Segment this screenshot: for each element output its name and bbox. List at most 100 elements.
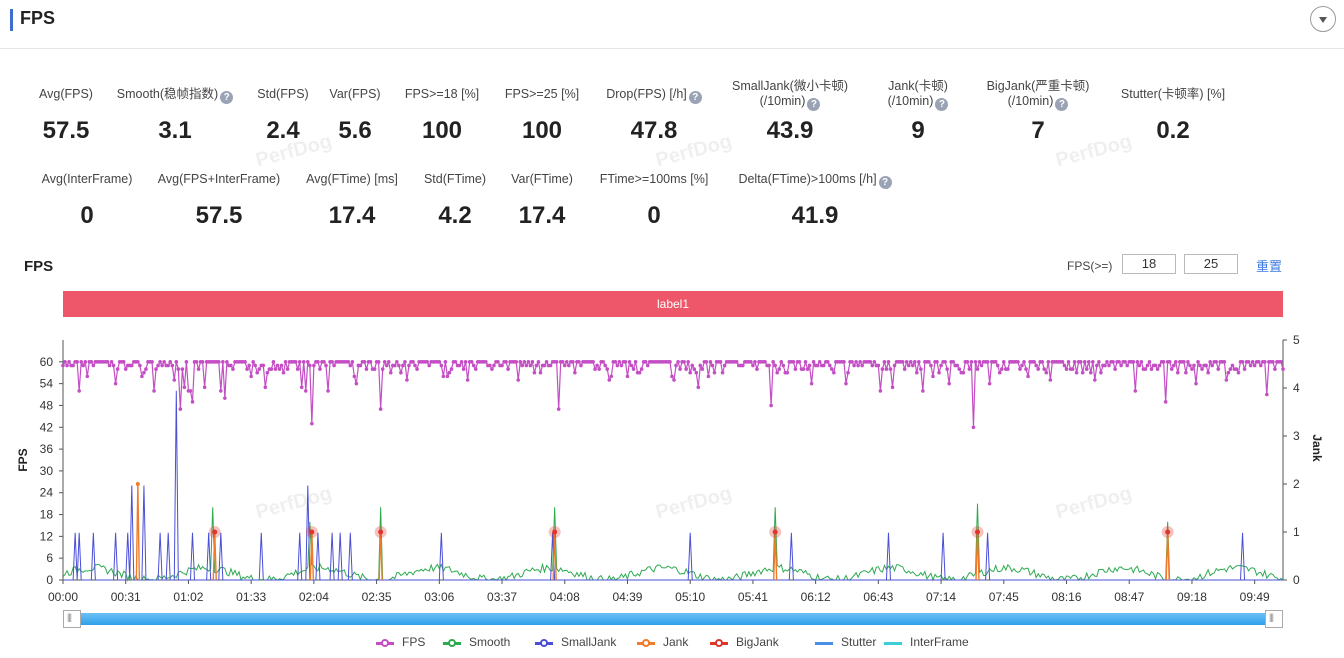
fps-point	[1097, 360, 1101, 364]
fps-point	[188, 389, 193, 393]
fps-point	[860, 363, 864, 368]
fps-point	[293, 360, 298, 364]
reset-link[interactable]: 重置	[1256, 259, 1283, 274]
fps-point	[643, 360, 648, 364]
help-icon[interactable]: ?	[878, 176, 892, 189]
fps-point	[965, 360, 970, 364]
fps-point	[350, 360, 355, 364]
stat-stats_row2-1: Avg(FPS+InterFrame) 57.5	[139, 172, 299, 232]
fps-point	[1281, 367, 1285, 371]
fps-point	[229, 363, 233, 368]
fps-point	[534, 363, 539, 368]
fps-point	[484, 360, 488, 364]
x-tick-label: 02:35	[362, 590, 392, 604]
fps-point	[532, 370, 537, 375]
fps-point	[441, 374, 446, 379]
fps-point	[109, 360, 114, 364]
fps-point	[263, 385, 268, 390]
fps-point	[318, 367, 322, 371]
fps-point	[821, 363, 826, 368]
fps-point	[975, 367, 980, 371]
fps-point	[678, 367, 682, 371]
y-tick-label: 18	[40, 508, 54, 522]
x-tick-label: 09:18	[1177, 590, 1207, 604]
fps-point	[1210, 363, 1214, 368]
x-tick-label: 05:10	[675, 590, 705, 604]
legend-label: Jank	[663, 635, 689, 649]
fps-point	[1258, 363, 1263, 368]
fps-point	[769, 403, 773, 408]
fps-point	[627, 360, 632, 364]
fps-point	[255, 370, 260, 375]
bigjank-point	[1165, 529, 1171, 535]
bigjank-point	[378, 529, 384, 535]
stat-stats_row1-7: SmallJank(微小卡顿) (/10min)? 43.9	[710, 79, 870, 147]
slider-left-handle[interactable]	[63, 610, 81, 628]
fps-point	[200, 360, 205, 364]
fps-threshold-low-input[interactable]	[1122, 254, 1176, 274]
fps-point	[142, 370, 146, 375]
stat-value: 3.1	[158, 117, 192, 144]
fps-point	[299, 385, 304, 390]
fps-point	[637, 370, 642, 375]
slider-track[interactable]	[63, 613, 1283, 625]
label-bar[interactable]: label1	[63, 291, 1283, 317]
fps-point	[985, 360, 990, 364]
fps-point	[902, 367, 907, 371]
fps-point	[352, 374, 357, 379]
fps-point	[413, 363, 417, 368]
fps-point	[1204, 363, 1208, 368]
fps-point	[166, 363, 171, 368]
stat-label: Avg(InterFrame)	[7, 172, 167, 187]
fps-point	[1182, 360, 1186, 364]
fps-point	[251, 360, 255, 364]
fps-point	[987, 381, 992, 386]
help-icon[interactable]: ?	[1055, 98, 1069, 111]
fps-point	[516, 378, 521, 382]
stat-label: Std(FTime)	[375, 172, 535, 187]
fps-point	[900, 360, 905, 364]
fps-point	[384, 363, 389, 368]
fps-point	[445, 374, 450, 379]
stat-label-text: Stutter(卡顿率) [%]	[1120, 87, 1226, 101]
fps-point	[273, 367, 278, 371]
fps-point	[577, 360, 581, 364]
slider-right-handle[interactable]	[1265, 610, 1283, 628]
fps-point	[564, 360, 569, 364]
help-icon[interactable]: ?	[935, 98, 949, 111]
stat-label: SmallJank(微小卡顿) (/10min)?	[710, 79, 870, 111]
fps-point	[536, 360, 541, 364]
fps-point	[388, 370, 393, 375]
fps-point	[1016, 360, 1020, 364]
stat-label-text: FPS>=18 [%]	[404, 87, 480, 101]
help-icon[interactable]: ?	[220, 91, 234, 104]
help-icon[interactable]: ?	[807, 98, 821, 111]
x-tick-label: 07:45	[989, 590, 1019, 604]
stat-stats_row1-8: Jank(卡顿) (/10min)? 9	[838, 79, 998, 147]
fps-point	[437, 360, 442, 364]
fps-point	[615, 363, 620, 368]
fps-point	[196, 367, 201, 371]
legend-swatch	[815, 642, 833, 645]
help-icon[interactable]: ?	[688, 91, 702, 104]
time-range-slider[interactable]	[63, 610, 1283, 628]
fps-point	[1173, 360, 1178, 364]
fps-point	[712, 370, 717, 375]
stat-stats_row1-2: Std(FPS) 2.4	[203, 87, 363, 147]
fps-point	[79, 360, 84, 364]
fps-point	[801, 367, 806, 371]
fps-point	[1107, 363, 1111, 368]
collapse-toggle-icon[interactable]	[1310, 6, 1336, 32]
fps-point	[1001, 360, 1006, 364]
fps-point	[1161, 360, 1166, 364]
fps-point	[904, 360, 909, 364]
fps-point	[67, 360, 71, 364]
fps-threshold-high-input[interactable]	[1184, 254, 1238, 274]
stat-value: 7	[1031, 117, 1045, 144]
fps-point	[698, 363, 703, 368]
fps-point	[884, 367, 889, 371]
y-tick-label: 0	[46, 573, 53, 587]
fps-point	[1265, 392, 1269, 397]
stat-label-text: Avg(FPS)	[39, 87, 93, 101]
